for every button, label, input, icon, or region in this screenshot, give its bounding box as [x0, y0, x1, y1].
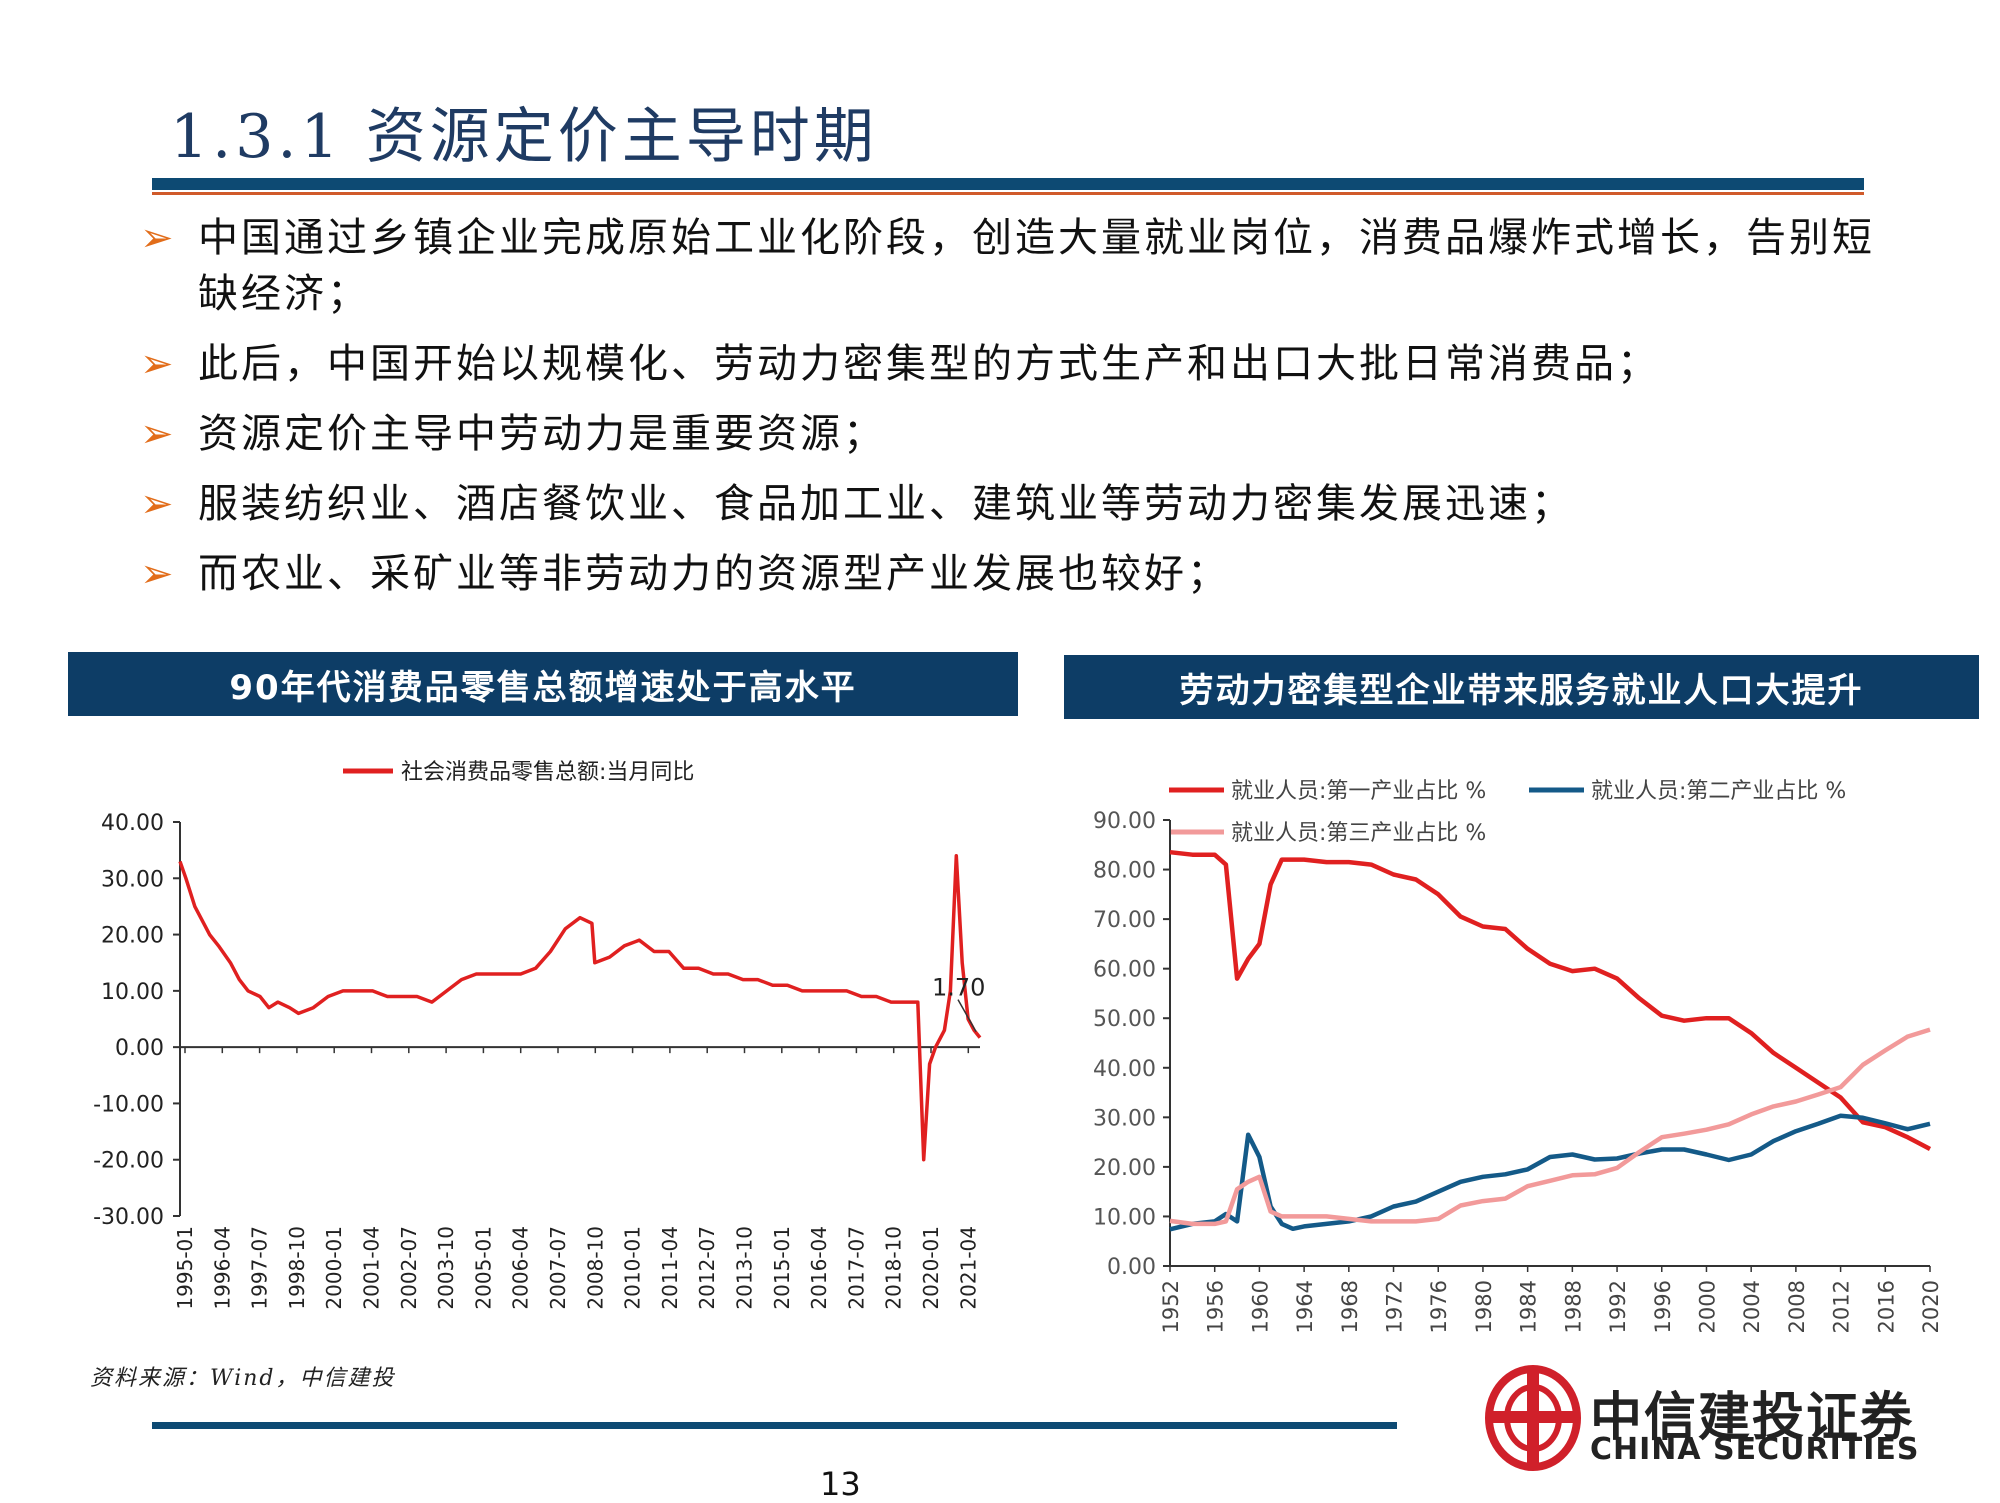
y-tick-label: 10.00	[101, 980, 164, 1005]
x-tick-label: 2003-10	[434, 1226, 458, 1310]
y-tick-label: -20.00	[93, 1149, 164, 1174]
x-tick-label: 2021-04	[956, 1226, 980, 1310]
x-tick-label: 2010-01	[621, 1226, 645, 1310]
bullet-text: 资源定价主导中劳动力是重要资源；	[198, 411, 886, 457]
y-tick-label: 40.00	[1093, 1057, 1156, 1082]
x-tick-label: 1964	[1293, 1280, 1317, 1333]
x-tick-label: 2000	[1695, 1280, 1719, 1333]
footer-rule	[152, 1422, 1397, 1429]
y-tick-label: 80.00	[1093, 859, 1156, 884]
x-tick-label: 2020	[1919, 1280, 1943, 1333]
retail-sales-chart: 社会消费品零售总额:当月同比 40.00 30.00 20.00 10.00 0.00 -1…	[93, 760, 985, 1310]
y-tick-label: 20.00	[101, 924, 164, 949]
bullet-item: ➢ 中国通过乡镇企业完成原始工业化阶段，创造大量就业岗位，消费品爆炸式增长，告别…	[140, 210, 1900, 322]
x-tick-label: 2013-10	[733, 1226, 757, 1310]
x-tick-label: 2005-01	[471, 1226, 495, 1310]
x-tick-label: 2002-07	[397, 1226, 421, 1310]
x-tick-label: 1952	[1159, 1280, 1183, 1333]
x-tick-label: 1992	[1606, 1280, 1630, 1333]
series-line-primary	[1169, 849, 1932, 1151]
y-tick-label: 90.00	[1093, 809, 1156, 834]
x-tick-label: 2012	[1830, 1280, 1854, 1333]
left-chart-title: 90年代消费品零售总额增速处于高水平	[68, 652, 1018, 716]
x-tick-label: 2018-10	[882, 1226, 906, 1310]
x-tick-label: 2008	[1785, 1280, 1809, 1333]
china-securities-logo-icon	[1485, 1365, 1581, 1471]
legend-label-retail: 社会消费品零售总额:当月同比	[401, 760, 694, 785]
x-tick-label: 2004	[1740, 1280, 1764, 1333]
x-tick-label: 1976	[1427, 1280, 1451, 1333]
right-chart-title: 劳动力密集型企业带来服务就业人口大提升	[1064, 655, 1979, 719]
logo-text-en: CHINA SECURITIES	[1590, 1432, 1920, 1467]
y-tick-label: 0.00	[115, 1036, 164, 1061]
x-tick-label: 1980	[1472, 1280, 1496, 1333]
annotation-leader	[957, 999, 977, 1032]
title-rule-accent	[152, 192, 1864, 195]
y-tick-label: 20.00	[1093, 1156, 1156, 1181]
bullet-text: 此后，中国开始以规模化、劳动力密集型的方式生产和出口大批日常消费品；	[198, 341, 1660, 387]
x-tick-label: 1997-07	[248, 1226, 272, 1310]
x-tick-label: 1972	[1383, 1280, 1407, 1333]
page-title: 1.3.1 资源定价主导时期	[170, 102, 878, 172]
logo-text-cn: 中信建投证券	[1590, 1388, 1915, 1448]
arrow-bullet-icon: ➢	[140, 481, 177, 527]
title-rule	[152, 178, 1864, 190]
x-tick-label: 1995-01	[173, 1226, 197, 1310]
y-tick-label: 60.00	[1093, 958, 1156, 983]
bullet-item: ➢ 资源定价主导中劳动力是重要资源；	[140, 406, 1900, 462]
y-tick-label: 50.00	[1093, 1007, 1156, 1032]
x-tick-label: 2006-04	[509, 1226, 533, 1310]
legend-label-primary: 就业人员:第一产业占比 %	[1231, 779, 1486, 804]
bullet-item: ➢ 服装纺织业、酒店餐饮业、食品加工业、建筑业等劳动力密集发展迅速；	[140, 476, 1900, 532]
x-tick-label: 2011-04	[658, 1226, 682, 1310]
arrow-bullet-icon: ➢	[140, 411, 177, 457]
x-tick-label: 2017-07	[844, 1226, 868, 1310]
bullet-text: 中国通过乡镇企业完成原始工业化阶段，创造大量就业岗位，消费品爆炸式增长，告别短缺…	[198, 215, 1875, 317]
y-tick-label: 30.00	[1093, 1106, 1156, 1131]
arrow-bullet-icon: ➢	[140, 341, 177, 387]
x-tick-label: 2001-04	[360, 1226, 384, 1310]
x-tick-label: 1988	[1561, 1280, 1585, 1333]
y-tick-label: 10.00	[1093, 1205, 1156, 1230]
x-tick-label: 2012-07	[695, 1226, 719, 1310]
x-tick-label: 2000-01	[322, 1226, 346, 1310]
x-tick-label: 2008-10	[583, 1226, 607, 1310]
y-tick-label: 30.00	[101, 867, 164, 892]
x-tick-label: 2007-07	[546, 1226, 570, 1310]
arrow-bullet-icon: ➢	[140, 215, 177, 261]
x-tick-label: 1998-10	[285, 1226, 309, 1310]
page-number: 13	[820, 1465, 861, 1503]
employment-share-chart-body: 就业人员:第一产业占比 % 就业人员:第二产业占比 % 就业人员:第三产业占比 % 9…	[1093, 779, 1943, 1333]
y-tick-label: -10.00	[93, 1092, 164, 1117]
legend-label-secondary: 就业人员:第二产业占比 %	[1591, 779, 1846, 804]
x-tick-label: 2016-04	[807, 1226, 831, 1310]
bullet-item: ➢ 此后，中国开始以规模化、劳动力密集型的方式生产和出口大批日常消费品；	[140, 336, 1900, 392]
source-note: 资料来源：Wind，中信建投	[90, 1366, 396, 1391]
y-tick-label: 40.00	[101, 811, 164, 836]
series-line-tertiary	[1169, 1027, 1931, 1227]
x-tick-label: 2015-01	[770, 1226, 794, 1310]
retail-sales-chart-body: 社会消费品零售总额:当月同比 40.00 30.00 20.00 10.00 0.00 -1…	[93, 760, 985, 1310]
annotation-label: 1.70	[932, 974, 985, 1002]
y-tick-label: -30.00	[93, 1205, 164, 1230]
x-tick-label: 1968	[1338, 1280, 1362, 1333]
arrow-bullet-icon: ➢	[140, 551, 177, 597]
bullet-list: ➢ 中国通过乡镇企业完成原始工业化阶段，创造大量就业岗位，消费品爆炸式增长，告别…	[140, 210, 1900, 616]
x-tick-label: 2020-01	[919, 1226, 943, 1310]
y-tick-label: 70.00	[1093, 908, 1156, 933]
bullet-text: 而农业、采矿业等非劳动力的资源型产业发展也较好；	[198, 551, 1230, 597]
legend-label-tertiary: 就业人员:第三产业占比 %	[1231, 821, 1486, 846]
x-tick-label: 2016	[1874, 1280, 1898, 1333]
series-line-retail	[178, 854, 982, 1162]
x-tick-label: 1996-04	[210, 1226, 234, 1310]
y-tick-label: 0.00	[1107, 1255, 1156, 1280]
x-tick-label: 1956	[1204, 1280, 1228, 1333]
bullet-item: ➢ 而农业、采矿业等非劳动力的资源型产业发展也较好；	[140, 546, 1900, 602]
bullet-text: 服装纺织业、酒店餐饮业、食品加工业、建筑业等劳动力密集发展迅速；	[198, 481, 1574, 527]
x-tick-label: 1984	[1517, 1280, 1541, 1333]
employment-share-chart: 就业人员:第一产业占比 % 就业人员:第二产业占比 % 就业人员:第三产业占比 % 9…	[1093, 779, 1943, 1333]
x-tick-label: 1996	[1651, 1280, 1675, 1333]
x-tick-label: 1960	[1248, 1280, 1272, 1333]
series-line-secondary	[1169, 1113, 1931, 1232]
